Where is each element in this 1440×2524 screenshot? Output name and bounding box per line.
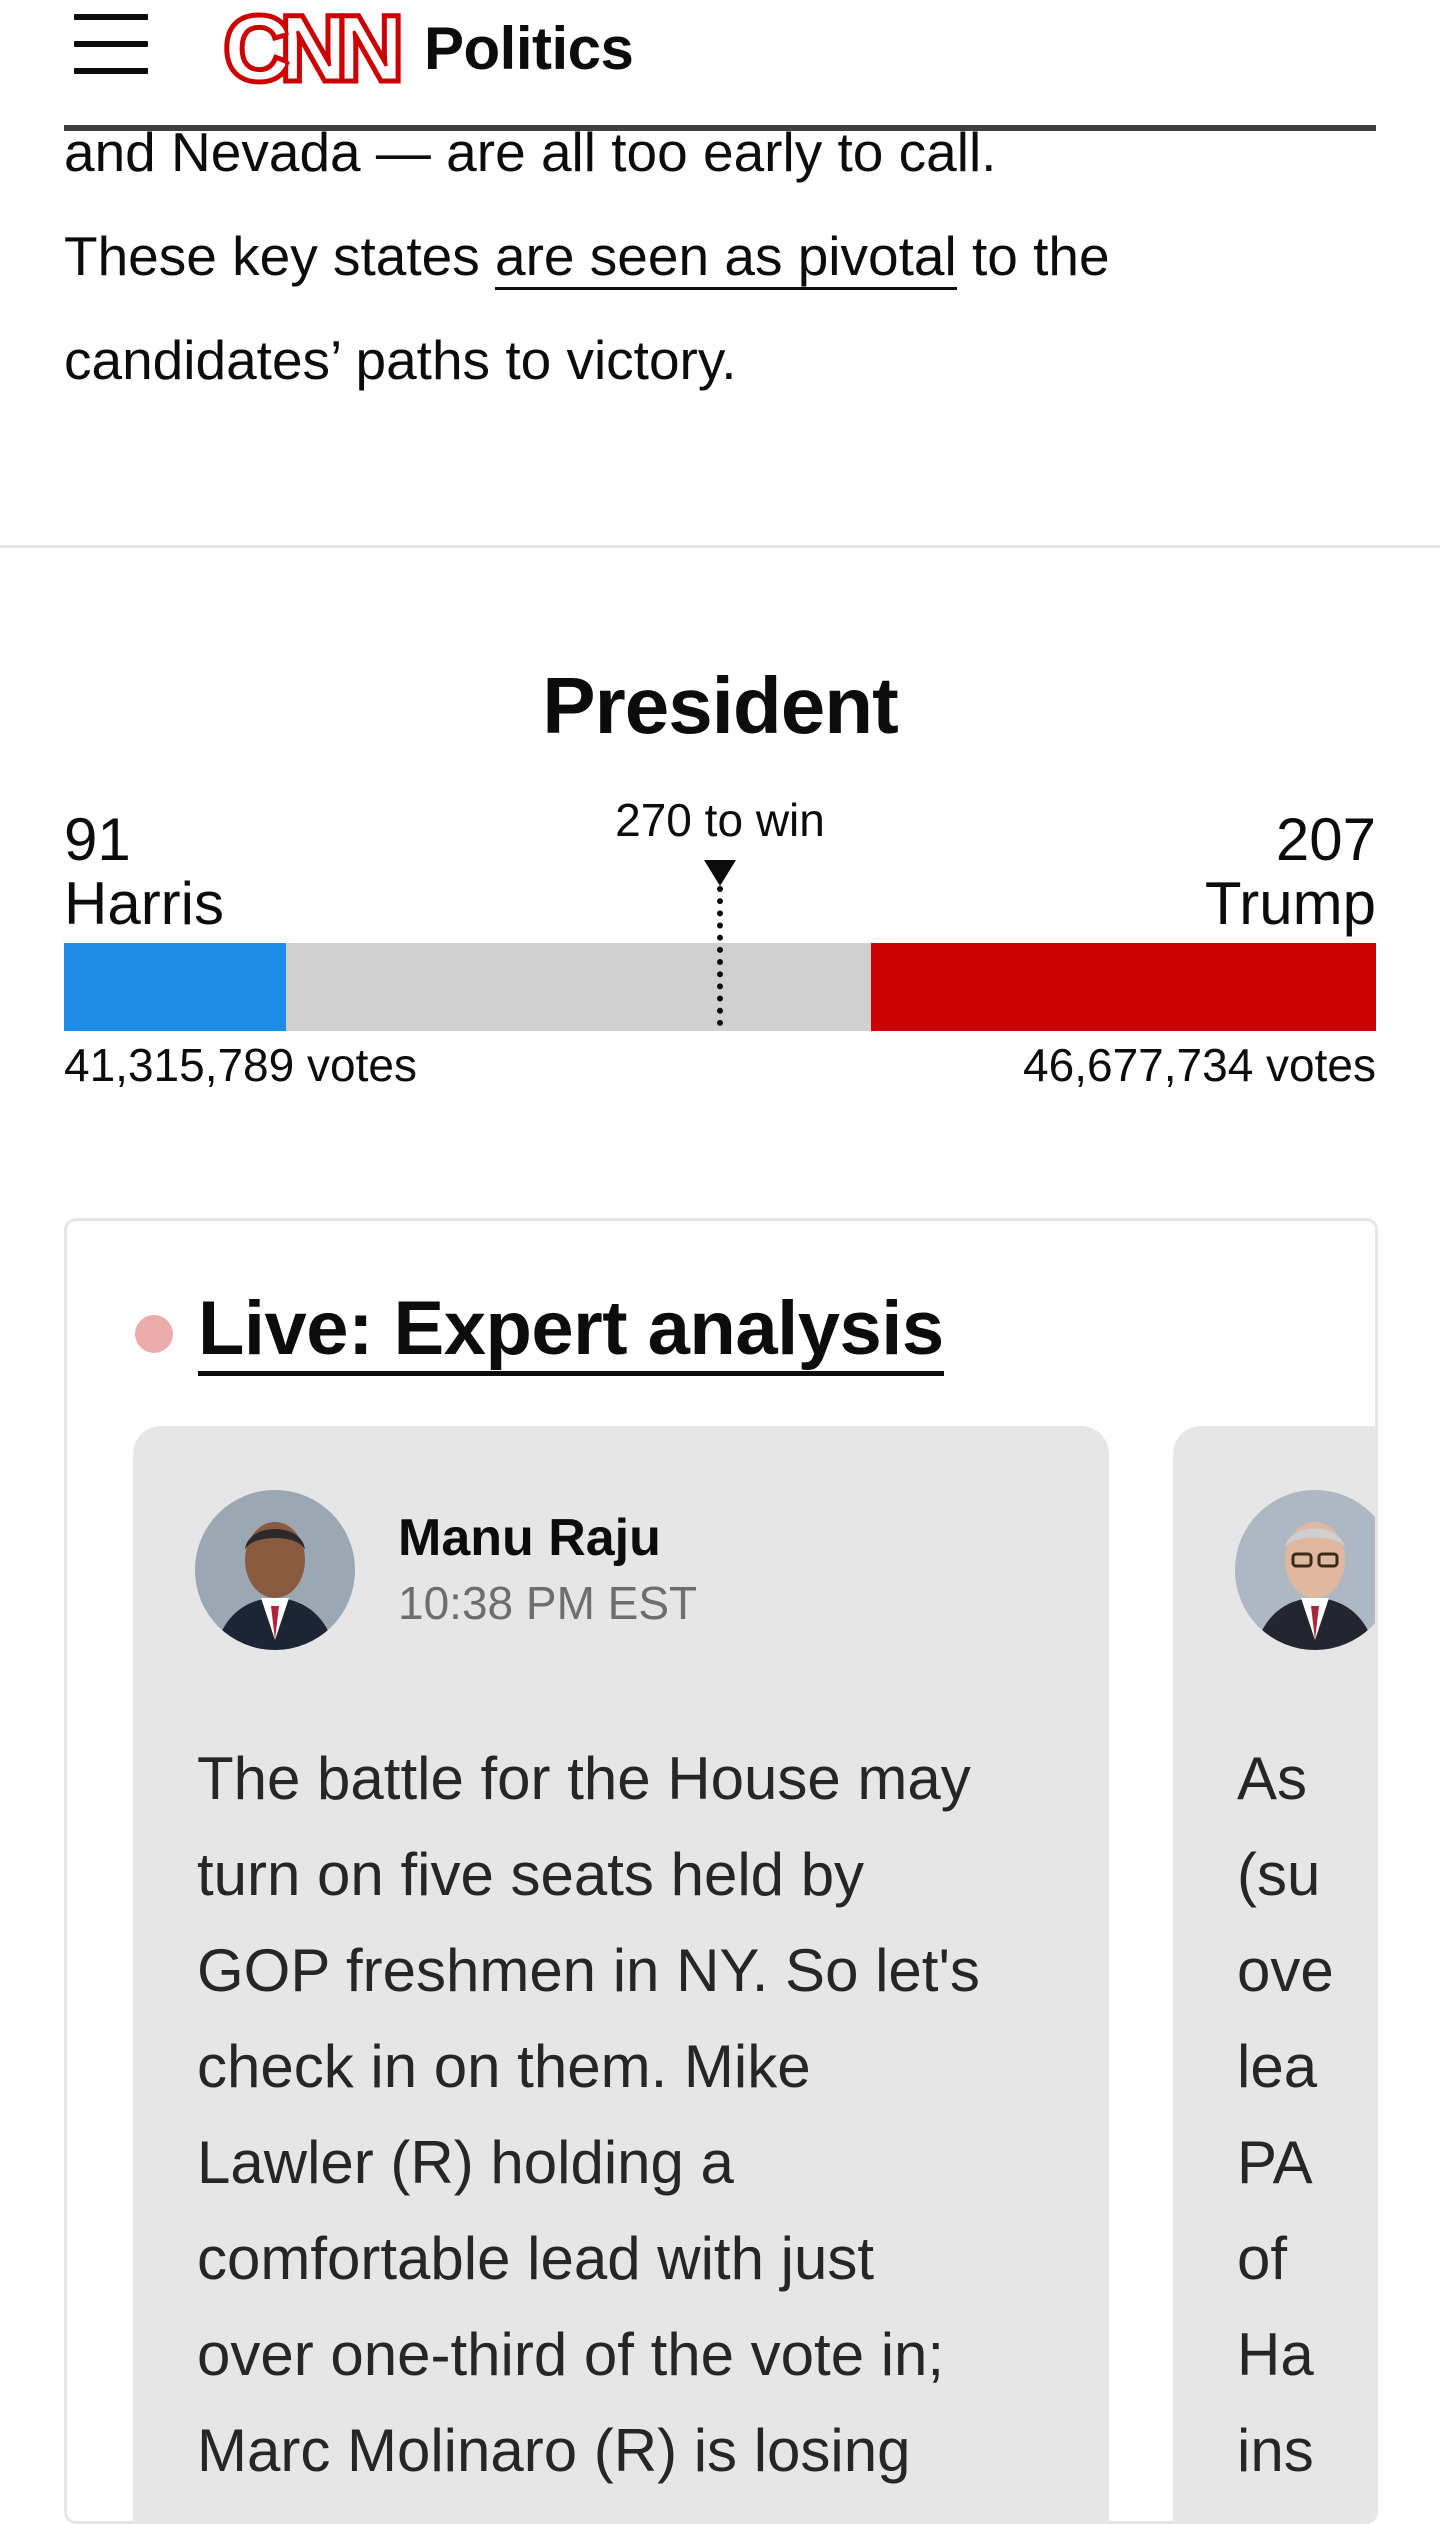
article-line: and Nevada — are all too early to call. — [64, 121, 997, 183]
cnn-logo[interactable]: CNN CNN — [222, 4, 410, 92]
analysis-line: PA — [1237, 2129, 1313, 2196]
analysis-line: Lawler (R) holding a — [197, 2129, 734, 2196]
article-line: These key states are seen as pivotal to … — [64, 204, 1374, 308]
candidate-left: 91 Harris — [64, 808, 224, 936]
analysis-line: (su — [1237, 1841, 1321, 1908]
analysis-line: comfortable lead with just — [197, 2225, 874, 2292]
analysis-line: GOP freshmen in NY. So let's — [197, 1937, 980, 2004]
pivotal-states-link[interactable]: are seen as pivotal — [495, 225, 957, 290]
bar-segment-trump — [871, 943, 1376, 1031]
analysis-line: of — [1237, 2225, 1288, 2292]
popular-votes-right: 46,677,734 votes — [1023, 1039, 1376, 1091]
electoral-vote-bar — [64, 943, 1376, 1031]
section-title[interactable]: Politics — [424, 14, 634, 82]
live-analysis-link[interactable]: Live: Expert analysis — [198, 1287, 944, 1376]
threshold-line — [717, 886, 723, 1026]
site-header: CNN CNN Politics — [0, 0, 1440, 131]
threshold-label: 270 to win — [615, 794, 825, 846]
analysis-line: lea — [1237, 2033, 1318, 2100]
popular-votes-left: 41,315,789 votes — [64, 1039, 417, 1091]
author-avatar — [1235, 1490, 1375, 1650]
analysis-carousel[interactable]: Manu Raju 10:38 PM EST The battle for th… — [133, 1426, 1375, 2521]
analysis-line: Marc Molinaro (R) is losing — [197, 2417, 911, 2484]
analysis-card[interactable]: As (su ove lea PA of Ha ins — [1173, 1426, 1375, 2521]
article-text: These key states — [64, 225, 496, 287]
analysis-line: As — [1237, 1745, 1308, 1812]
live-indicator-dot — [135, 1315, 173, 1353]
author-avatar — [195, 1490, 355, 1650]
svg-text:CNN: CNN — [224, 4, 398, 92]
candidate-name-right: Trump — [1204, 870, 1376, 937]
analysis-line: check in on them. Mike — [197, 2033, 811, 2100]
article-line: candidates’ paths to victory. — [64, 329, 737, 391]
candidate-right: 207 Trump — [1205, 808, 1376, 936]
analysis-line: over one-third of the vote in; — [197, 2321, 945, 2388]
hamburger-menu-icon[interactable] — [74, 14, 148, 74]
post-timestamp: 10:38 PM EST — [398, 1577, 698, 1629]
electoral-votes-right: 207 — [1275, 806, 1376, 873]
analysis-line: ove — [1237, 1937, 1334, 2004]
bar-segment-harris — [64, 943, 286, 1031]
electoral-votes-left: 91 — [64, 806, 131, 873]
section-divider — [0, 545, 1440, 548]
candidate-name-left: Harris — [64, 870, 224, 937]
analysis-card[interactable]: Manu Raju 10:38 PM EST The battle for th… — [133, 1426, 1109, 2521]
article-paragraph: and Nevada — are all too early to call. … — [64, 100, 1374, 412]
svg-text:CNN: CNN — [224, 4, 398, 92]
analysis-text: As (su ove lea PA of Ha ins — [1237, 1731, 1375, 2499]
race-title: President — [542, 661, 899, 750]
analysis-line: The battle for the House may — [197, 1745, 971, 1812]
analysis-line: ins — [1237, 2417, 1314, 2484]
threshold-marker-icon — [704, 860, 736, 886]
header-divider — [64, 125, 1376, 131]
home-link[interactable]: CNN CNN Politics — [222, 2, 634, 94]
analysis-text: The battle for the House may turn on fiv… — [197, 1731, 1057, 2499]
author-name: Manu Raju — [398, 1509, 661, 1567]
live-analysis-module: Live: Expert analysis Manu Raju 10:38 PM… — [64, 1218, 1378, 2524]
analysis-line: Ha — [1237, 2321, 1314, 2388]
analysis-line: turn on five seats held by — [197, 1841, 865, 1908]
article-text: to the — [956, 225, 1110, 287]
